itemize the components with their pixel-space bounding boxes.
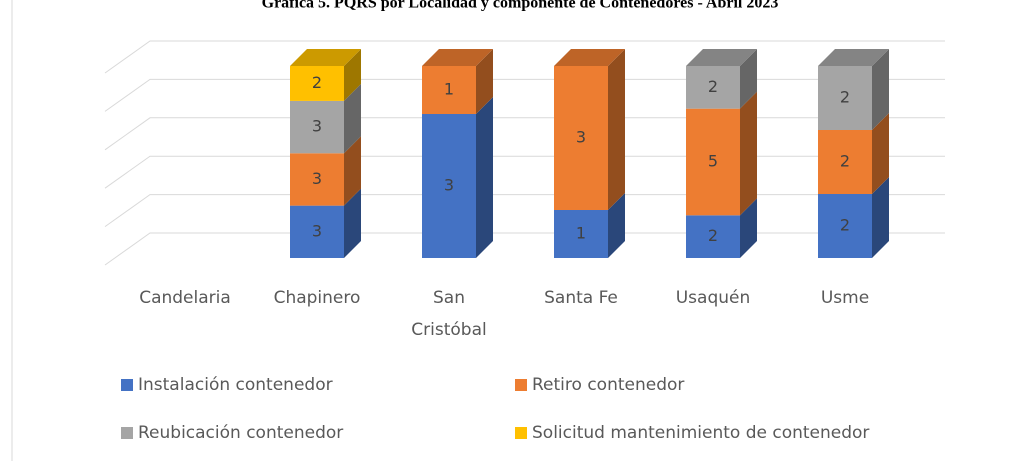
legend-swatch <box>121 379 133 391</box>
legend-label: Reubicación contenedor <box>138 423 343 443</box>
bar-segment <box>290 188 361 258</box>
bar-segment <box>554 49 625 210</box>
bar-side <box>476 49 493 114</box>
bar-front <box>290 66 344 101</box>
x-tick-label: Chapinero <box>274 288 361 308</box>
legend-swatch <box>121 427 133 439</box>
legend-label: Retiro contenedor <box>532 375 684 395</box>
bar-segment <box>686 91 757 216</box>
bar-front <box>818 66 872 130</box>
bar-side <box>872 177 889 258</box>
bar-segment <box>818 177 889 258</box>
bar-front <box>818 194 872 258</box>
data-label: 2 <box>840 88 850 107</box>
grid-line <box>104 155 945 189</box>
data-label: 2 <box>708 77 718 96</box>
bar-side <box>476 97 493 258</box>
bar-front <box>554 210 608 258</box>
bar-top <box>554 49 625 66</box>
legend-swatch <box>515 379 527 391</box>
grid-line <box>104 117 945 151</box>
data-label: 3 <box>444 176 454 195</box>
bar-segment <box>554 193 625 258</box>
bar-side <box>608 49 625 210</box>
bar-segment <box>818 49 889 130</box>
bar-front <box>422 114 476 258</box>
bar-front <box>554 66 608 210</box>
bar-side <box>872 49 889 130</box>
bar-side <box>344 49 361 101</box>
bar-front <box>686 108 740 216</box>
x-tick-label: Santa Fe <box>544 288 618 308</box>
bar-side <box>740 198 757 258</box>
data-label: 2 <box>708 226 718 245</box>
bar-segment <box>290 136 361 206</box>
bar-side <box>608 193 625 258</box>
data-label: 3 <box>312 117 322 136</box>
data-label: 1 <box>576 224 586 243</box>
bar-front <box>290 153 344 206</box>
grid-line <box>104 78 945 112</box>
chart-title: Gráfica 5. PQRS por Localidad y componen… <box>262 0 779 12</box>
x-tick-label: Usme <box>821 288 869 308</box>
grid-line <box>104 194 945 228</box>
data-label: 1 <box>444 80 454 99</box>
data-label: 3 <box>312 169 322 188</box>
bar-segment <box>686 49 757 109</box>
bar-segment <box>686 198 757 258</box>
bar-side <box>344 83 361 154</box>
x-tick-label: Candelaria <box>139 288 231 308</box>
bar-segment <box>290 49 361 101</box>
x-tick-line: San <box>433 288 465 308</box>
bar-segment <box>818 113 889 194</box>
bar-side <box>740 91 757 216</box>
bar-front <box>422 66 476 114</box>
legend-swatch <box>515 427 527 439</box>
bar-segment <box>422 97 493 258</box>
data-label: 2 <box>840 216 850 235</box>
bar-top <box>422 49 493 66</box>
bar-segment <box>290 83 361 154</box>
bar-segment <box>422 49 493 114</box>
data-label: 2 <box>312 73 322 92</box>
bar-side <box>344 136 361 206</box>
x-tick-label: Usaquén <box>676 288 751 308</box>
x-tick-label: San Cristóbal <box>411 288 486 340</box>
bar-top <box>818 49 889 66</box>
legend-label: Instalación contenedor <box>138 375 333 395</box>
bar-side <box>872 113 889 194</box>
bar-top <box>290 49 361 66</box>
data-label: 5 <box>708 152 718 171</box>
bar-front <box>290 100 344 154</box>
bar-top <box>686 49 757 66</box>
grid-line <box>104 40 945 74</box>
bar-front <box>290 205 344 258</box>
bar-front <box>818 130 872 194</box>
data-label: 3 <box>576 128 586 147</box>
data-label: 2 <box>840 152 850 171</box>
bar-front <box>686 215 740 258</box>
chart-border <box>11 0 13 461</box>
legend-label: Solicitud mantenimiento de contenedor <box>532 423 869 443</box>
grid-line <box>104 232 945 266</box>
bar-side <box>740 49 757 109</box>
x-tick-line: Cristóbal <box>411 320 486 340</box>
bar-front <box>686 66 740 109</box>
bar-side <box>344 188 361 258</box>
data-label: 3 <box>312 221 322 240</box>
